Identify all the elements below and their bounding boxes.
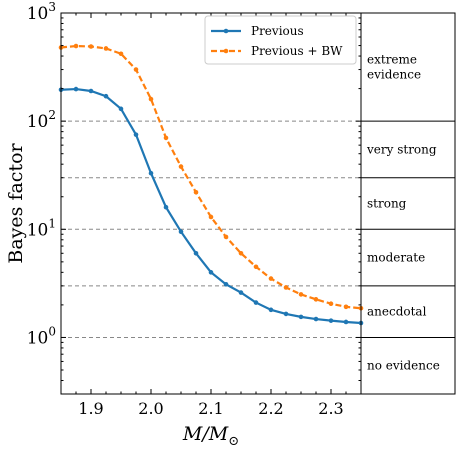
data-point — [148, 170, 154, 176]
x-tick-label: 2.3 — [318, 399, 343, 418]
x-axis-label: M/M⊙ — [182, 423, 239, 449]
legend-box — [204, 15, 357, 65]
data-point — [73, 43, 79, 49]
data-point — [283, 285, 289, 290]
data-point — [238, 290, 244, 295]
threshold-lines — [61, 120, 361, 338]
data-point — [88, 44, 94, 49]
series-previous — [58, 86, 364, 326]
data-point — [253, 300, 259, 305]
data-point — [178, 229, 184, 235]
data-point — [328, 301, 334, 307]
data-point — [193, 189, 199, 195]
data-point — [343, 304, 349, 310]
legend: Previous Previous + BW — [204, 15, 357, 65]
data-point — [88, 88, 94, 94]
legend-entry: Previous + BW — [251, 44, 343, 58]
x-tick-label: 2.1 — [198, 399, 223, 418]
data-point — [313, 316, 319, 322]
data-point — [193, 250, 199, 256]
legend-entry: Previous — [251, 24, 304, 38]
data-point — [268, 276, 274, 281]
data-point — [148, 96, 154, 102]
band-label: anecdotal — [367, 305, 427, 319]
y-axis-label: Bayes factor — [5, 142, 27, 263]
data-point — [163, 204, 169, 210]
data-point — [118, 106, 124, 112]
data-point — [208, 214, 214, 220]
series-previous-bw — [58, 43, 364, 311]
series-line — [60, 44, 362, 310]
legend-marker — [223, 48, 229, 54]
band-label: extreme evidence — [367, 53, 421, 82]
data-point — [238, 250, 244, 256]
data-point — [103, 46, 109, 51]
axes: 1.9 2.0 2.1 2.2 2.3 100 101 102 103 Bayes factor M… — [5, 0, 362, 449]
band-label: strong — [367, 197, 407, 211]
legend-marker — [223, 28, 229, 34]
data-point — [163, 135, 169, 141]
evidence-bands-panel: no evidence anecdotal moderate strong very s… — [360, 12, 456, 395]
y-tick-label: 100 — [27, 324, 56, 348]
data-point — [298, 314, 304, 320]
data-point — [178, 164, 184, 169]
band-label: very strong — [366, 142, 437, 156]
data-point — [268, 307, 274, 313]
band-label: moderate — [367, 251, 425, 265]
data-point — [223, 282, 229, 287]
data-point — [133, 67, 139, 72]
y-tick-label: 103 — [27, 0, 56, 24]
band-label: no evidence — [367, 359, 440, 373]
data-point — [283, 311, 289, 317]
data-point — [253, 264, 259, 270]
data-point — [73, 86, 79, 92]
y-tick-label: 101 — [27, 216, 56, 240]
data-point — [298, 292, 304, 297]
data-point — [328, 318, 334, 323]
series-layer — [58, 43, 364, 326]
x-tick-label: 1.9 — [78, 399, 103, 418]
y-tick-label: 102 — [27, 108, 56, 132]
data-point — [313, 297, 319, 302]
series-line — [60, 87, 362, 325]
data-point — [208, 270, 214, 275]
data-point — [223, 234, 229, 240]
plot-frame — [60, 12, 362, 395]
x-tick-label: 2.2 — [258, 399, 283, 418]
data-point — [103, 93, 109, 99]
data-point — [118, 51, 124, 57]
data-point — [133, 132, 139, 137]
data-point — [343, 319, 349, 325]
x-tick-label: 2.0 — [138, 399, 163, 418]
